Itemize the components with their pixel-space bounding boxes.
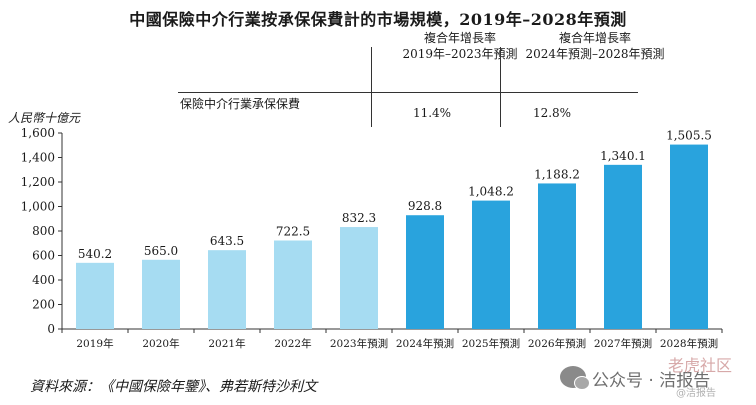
bar-value-label: 1,048.2 bbox=[468, 185, 514, 199]
bar-value-label: 565.0 bbox=[144, 244, 178, 258]
y-tick-label: 1,200 bbox=[21, 175, 55, 189]
table-header-divider bbox=[178, 92, 638, 93]
y-tick-label: 800 bbox=[32, 224, 55, 238]
wechat-icon bbox=[560, 366, 590, 390]
bar-value-label: 722.5 bbox=[276, 224, 310, 238]
watermark-sub-text: @洁报告 bbox=[676, 388, 716, 399]
x-tick-label: 2027年預測 bbox=[594, 337, 652, 350]
x-tick-label: 2024年預測 bbox=[396, 337, 454, 350]
bar bbox=[340, 227, 378, 329]
y-tick-label: 400 bbox=[32, 273, 55, 287]
y-tick-label: 1,600 bbox=[21, 126, 55, 140]
cagr-header-line2: 2024年預測–2028年預測 bbox=[525, 47, 665, 61]
series-label: 保險中介行業承保保費 bbox=[180, 97, 301, 111]
bar-value-label: 1,188.2 bbox=[534, 167, 580, 181]
y-tick-label: 0 bbox=[47, 322, 55, 336]
bar-value-label: 643.5 bbox=[210, 234, 244, 248]
cagr-header-2024-2028: 複合年增長率 2024年預測–2028年預測 bbox=[510, 30, 680, 62]
y-axis-unit-label: 人民幣十億元 bbox=[8, 111, 81, 125]
x-tick-label: 2023年預測 bbox=[330, 337, 388, 350]
cagr-header-line1: 複合年增長率 bbox=[558, 31, 631, 45]
y-tick-label: 200 bbox=[32, 298, 55, 312]
table-column-divider-right bbox=[500, 47, 501, 127]
table-column-divider-left bbox=[371, 47, 372, 127]
bar bbox=[472, 200, 510, 329]
bar-value-label: 1,340.1 bbox=[600, 149, 646, 163]
cagr-header-line2: 2019年–2023年預測 bbox=[402, 47, 518, 61]
x-tick-label: 2019年 bbox=[76, 337, 113, 350]
watermark: 公众号 · 洁报告 老虎社区 @洁报告 bbox=[560, 352, 750, 400]
x-tick-label: 2025年預測 bbox=[462, 337, 520, 350]
source-note: 資料來源：《中國保險年鑒》、弗若斯特沙利文 bbox=[30, 379, 317, 395]
x-tick-label: 2020年 bbox=[142, 337, 179, 350]
bar-value-label: 540.2 bbox=[78, 247, 112, 261]
bar bbox=[274, 240, 312, 329]
x-tick-label: 2026年預測 bbox=[528, 337, 586, 350]
watermark-top-text: 老虎社区 bbox=[668, 356, 733, 375]
y-tick-label: 1,000 bbox=[21, 200, 55, 214]
watermark-main-text: 公众号 · 洁报告 bbox=[592, 371, 711, 391]
x-tick-label: 2028年預測 bbox=[660, 337, 718, 350]
cagr-header-2019-2023: 複合年增長率 2019年–2023年預測 bbox=[375, 30, 545, 62]
bar bbox=[76, 262, 114, 329]
bar bbox=[670, 144, 708, 329]
x-tick-label: 2021年 bbox=[208, 337, 245, 350]
cagr-value-2024-2028: 12.8% bbox=[532, 106, 572, 120]
bar bbox=[604, 164, 642, 329]
cagr-value-2019-2023: 11.4% bbox=[412, 106, 452, 120]
cagr-header-line1: 複合年增長率 bbox=[423, 31, 496, 45]
bar-value-label: 928.8 bbox=[408, 199, 442, 213]
y-tick-label: 600 bbox=[32, 249, 55, 263]
bar-value-label: 832.3 bbox=[342, 211, 376, 225]
x-tick-label: 2022年 bbox=[274, 337, 311, 350]
bar bbox=[142, 259, 180, 329]
bar bbox=[406, 215, 444, 329]
y-tick-label: 1,400 bbox=[21, 151, 55, 165]
bar-value-label: 1,505.5 bbox=[666, 129, 712, 143]
bar bbox=[208, 250, 246, 329]
chart-title: 中國保險中介行業按承保保費計的市場規模，2019年–2028年預測 bbox=[129, 10, 627, 29]
bar bbox=[538, 183, 576, 329]
